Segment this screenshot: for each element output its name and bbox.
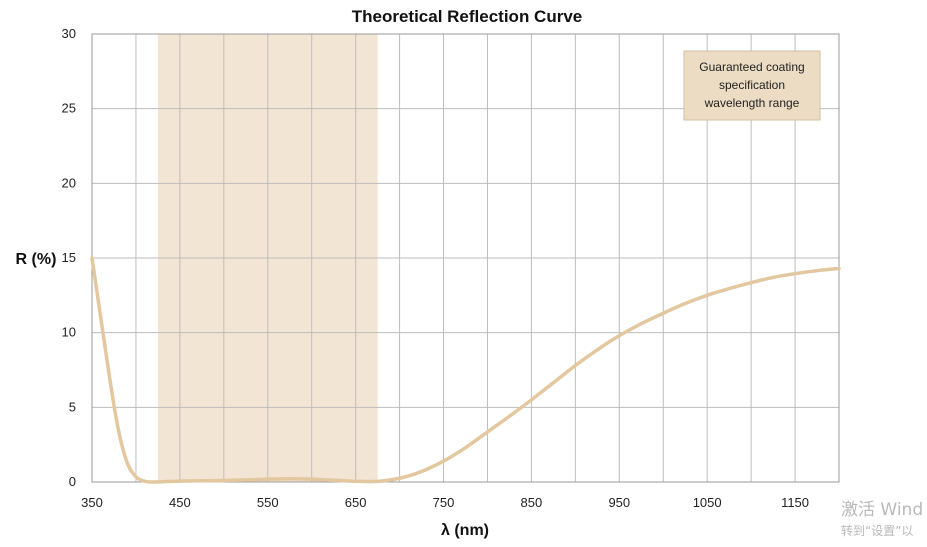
x-tick-label: 750: [433, 495, 455, 510]
y-tick-label: 20: [62, 175, 76, 190]
annotation-box: [683, 50, 821, 121]
y-axis-label: R (%): [16, 251, 57, 268]
x-tick-label: 1150: [781, 495, 809, 510]
annotation-text-line: wavelength range: [704, 96, 800, 110]
x-axis-label: λ (nm): [441, 522, 489, 539]
reflection-curve: [90, 256, 841, 484]
x-tick-label: 450: [169, 495, 191, 510]
x-tick-label: 350: [81, 495, 103, 510]
curve-layer: [90, 256, 841, 484]
x-tick-label: 850: [521, 495, 543, 510]
y-tick-label: 5: [69, 399, 76, 414]
annotation-text-line: Guaranteed coating: [699, 60, 804, 74]
watermark-line-2: 转到“设置”以: [841, 524, 914, 538]
x-tick-label: 950: [608, 495, 630, 510]
y-tick-label: 0: [69, 474, 76, 489]
y-tick-label: 25: [62, 101, 76, 116]
tick-label-layer: 350 450 550 650 750 850 950 1050 1150 0 5 10 15 20 25 3…: [62, 26, 810, 510]
x-tick-label: 550: [257, 495, 279, 510]
watermark-line-1: 激活 Wind: [841, 500, 924, 520]
annotation-text-line: specification: [719, 78, 785, 92]
annotation-layer: Guaranteed coating specification wavelengt…: [683, 50, 821, 121]
x-tick-label: 650: [345, 495, 367, 510]
y-tick-label: 30: [62, 26, 76, 41]
grid-layer: [92, 34, 839, 482]
chart-title: Theoretical Reflection Curve: [352, 7, 583, 26]
y-tick-label: 15: [62, 250, 76, 265]
x-tick-label: 1050: [693, 495, 722, 510]
y-tick-label: 10: [62, 325, 76, 340]
